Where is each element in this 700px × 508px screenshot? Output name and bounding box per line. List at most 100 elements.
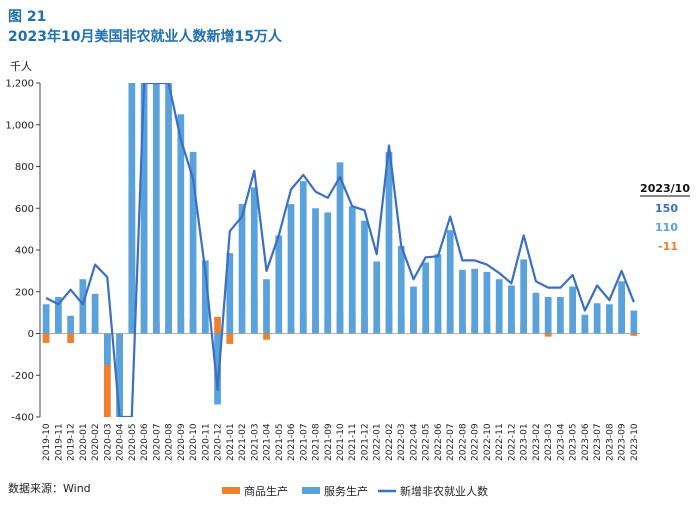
services-bar	[557, 296, 564, 334]
x-tick-label: 2021-08	[312, 423, 322, 461]
services-bar	[569, 286, 577, 334]
services-bar	[42, 304, 50, 334]
x-tick-label: 2020-09	[177, 423, 187, 461]
services-bar	[434, 254, 442, 334]
services-bar	[520, 259, 528, 334]
services-bar	[79, 279, 87, 334]
services-bar	[459, 269, 466, 334]
x-tick-label: 2021-05	[275, 423, 285, 461]
services-bar	[189, 151, 197, 334]
x-tick-label: 2022-11	[495, 423, 505, 461]
services-bar	[581, 314, 589, 334]
goods-bar	[103, 333, 111, 417]
x-tick-label: 2019-11	[54, 423, 64, 461]
x-tick-label: 2020-02	[91, 423, 101, 461]
services-bar	[348, 206, 356, 334]
x-tick-label: 2021-10	[336, 423, 346, 461]
x-tick-label: 2021-02	[238, 423, 248, 461]
services-bar	[593, 303, 601, 334]
x-tick-label: 2021-09	[324, 423, 334, 461]
y-axis: -400 -200 0 200 400 600 800 1,000 1,200	[5, 79, 640, 424]
x-tick-label: 2022-02	[385, 423, 395, 461]
x-tick-label: 2020-12	[214, 423, 224, 461]
services-bar	[238, 204, 246, 334]
services-bar	[263, 279, 270, 334]
x-tick-label: 2023-09	[618, 423, 628, 461]
goods-bar	[42, 333, 50, 343]
x-tick-label: 2023-08	[605, 423, 615, 461]
x-tick-label: 2023-01	[520, 423, 530, 461]
x-tick-label: 2020-08	[165, 423, 175, 461]
services-bar	[67, 315, 74, 334]
services-bar	[385, 151, 393, 334]
services-bar	[103, 333, 111, 365]
services-bar	[312, 208, 319, 334]
x-tick-label: 2020-06	[140, 423, 150, 461]
x-tick-label: 2022-07	[446, 423, 456, 461]
x-tick-label: 2022-04	[409, 423, 419, 461]
services-bar	[483, 271, 491, 334]
legend-label: 服务生产	[324, 484, 368, 498]
services-bar	[55, 296, 62, 334]
x-tick-label: 2023-02	[532, 423, 542, 461]
total-line	[45, 83, 635, 417]
annotation-total-value: 150	[655, 202, 678, 215]
y-tick-label: 1,000	[5, 120, 34, 131]
x-tick-label: 2021-06	[287, 423, 297, 461]
x-tick-label: 2019-10	[42, 423, 52, 461]
x-tick-label: 2022-08	[458, 423, 468, 461]
x-tick-label: 2019-12	[67, 423, 77, 461]
legend-label: 新增非农就业人数	[400, 484, 488, 498]
services-bar	[250, 187, 258, 334]
x-tick-label: 2021-11	[348, 423, 358, 461]
x-tick-label: 2022-09	[471, 423, 481, 461]
x-tick-label: 2022-05	[422, 423, 432, 461]
services-bar	[336, 162, 344, 334]
y-tick-label: -200	[11, 371, 34, 382]
x-tick-label: 2022-01	[373, 423, 383, 461]
x-tick-label: 2023-06	[581, 423, 591, 461]
y-tick-label: 1,200	[5, 79, 34, 90]
services-bar	[508, 285, 515, 334]
x-tick-label: 2021-07	[299, 423, 309, 461]
services-bar	[165, 83, 172, 334]
x-tick-label: 2020-10	[189, 423, 199, 461]
services-bar	[287, 204, 295, 334]
services-bar	[373, 261, 381, 334]
services-bar	[446, 230, 454, 334]
goods-bar	[263, 333, 270, 340]
x-tick-label: 2020-07	[152, 423, 162, 461]
services-bar	[201, 260, 209, 334]
legend-label: 商品生产	[244, 484, 288, 498]
chart-title: 2023年10月美国非农就业人数新增15万人	[8, 29, 282, 45]
x-tick-label: 2021-03	[250, 423, 260, 461]
goods-bar	[226, 333, 234, 344]
x-tick-label: 2021-12	[360, 423, 370, 461]
y-tick-label: 600	[15, 204, 34, 215]
legend-swatch	[302, 487, 320, 494]
services-bar	[128, 83, 136, 334]
x-tick-label: 2023-07	[593, 423, 603, 461]
services-bar	[422, 262, 430, 334]
goods-bar	[630, 333, 638, 336]
x-tick-label: 2020-01	[79, 423, 89, 461]
x-tick-label: 2020-04	[116, 423, 126, 461]
x-tick-label: 2020-03	[103, 423, 113, 461]
total-series-line	[45, 83, 635, 417]
services-bar	[618, 281, 625, 334]
services-bar	[606, 304, 613, 334]
latest-annotation: 2023/10 150 110 -11	[640, 182, 690, 253]
annotation-title: 2023/10	[640, 182, 690, 195]
services-bar	[214, 333, 221, 405]
services-bar	[471, 268, 479, 334]
services-bar	[299, 181, 307, 334]
data-source: 数据来源：Wind	[8, 482, 91, 495]
x-tick-label: 2022-10	[483, 423, 493, 461]
goods-bar	[214, 316, 221, 334]
services-bars	[42, 83, 638, 417]
services-bar	[397, 245, 405, 334]
annotation-goods-value: -11	[658, 240, 678, 253]
y-tick-label: 0	[28, 329, 34, 340]
x-tick-label: 2021-01	[226, 423, 236, 461]
services-bar	[410, 286, 417, 334]
